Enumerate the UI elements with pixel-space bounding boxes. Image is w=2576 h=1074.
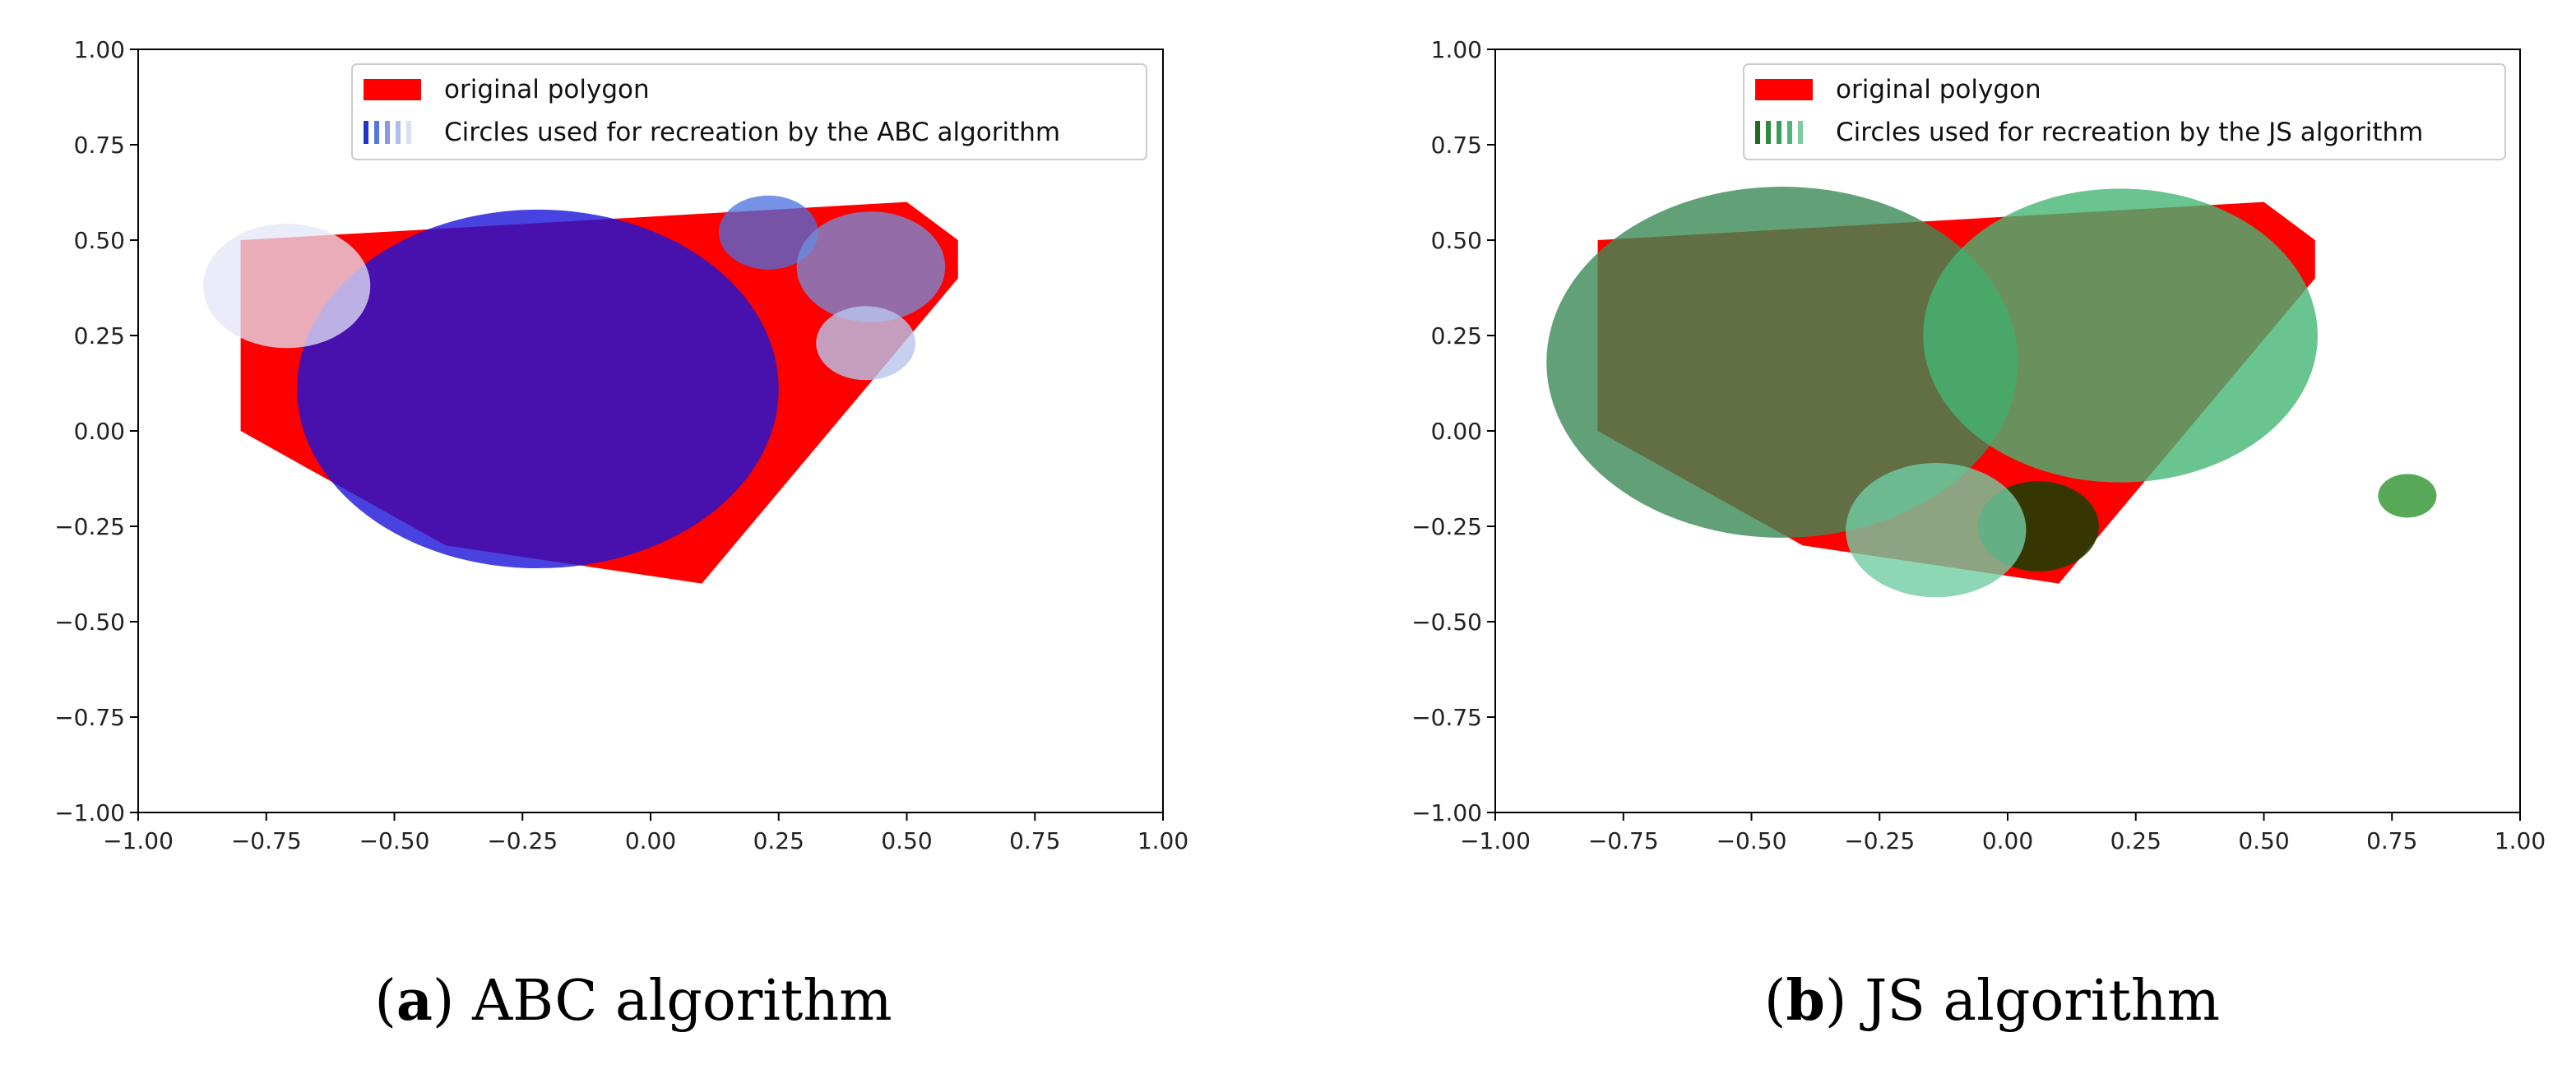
y-tick-label: 0.25 [74, 322, 125, 350]
legend: original polygon Circles used for recreat… [351, 63, 1147, 160]
x-tick-label: −0.50 [359, 827, 430, 854]
y-tick-label: 0.75 [1431, 132, 1482, 159]
panel-abc: −1.00 −0.75 −0.50 −0.25 0.00 0.25 0.50 0.75 1.00… [54, 36, 1188, 1034]
y-tick-label: −1.00 [1411, 799, 1482, 826]
caption-text: JS algorithm [1860, 969, 2220, 1034]
y-tick-label: 0.50 [1431, 227, 1482, 254]
x-tick-label: 0.75 [2366, 827, 2417, 854]
y-tick-label: −0.25 [1411, 513, 1482, 540]
y-tick-label: −0.50 [54, 609, 125, 636]
recreation-circle-2 [718, 195, 818, 270]
legend-box [1743, 63, 2506, 160]
x-tick-label: 1.00 [1137, 827, 1188, 854]
caption-letter: a [396, 968, 433, 1034]
legend-handle-stripe [374, 121, 379, 144]
legend-handle-stripe [1777, 121, 1781, 144]
x-tick-label: 0.50 [881, 827, 932, 854]
panel-caption: (b) JS algorithm [1764, 968, 2220, 1034]
caption-paren-open: ( [374, 969, 396, 1034]
legend-box [351, 63, 1147, 160]
y-tick-label: 0.00 [74, 418, 125, 445]
legend-patch-polygon [1755, 79, 1813, 100]
x-tick-label: −0.25 [1844, 827, 1915, 854]
recreation-circle-4 [816, 306, 916, 381]
panel-js: −1.00 −0.75 −0.50 −0.25 0.00 0.25 0.50 0.75 1.00… [1411, 36, 2546, 1034]
x-tick-label: 0.75 [1009, 827, 1060, 854]
caption-paren-close: ) [1825, 969, 1865, 1034]
caption-letter: b [1786, 968, 1825, 1034]
legend-handle-stripe [1755, 121, 1760, 144]
legend-label: Circles used for recreation by the ABC a… [444, 118, 1060, 147]
legend: original polygon Circles used for recreat… [1743, 63, 2506, 160]
recreation-circle-1 [1546, 187, 2018, 538]
y-tick-label: −1.00 [54, 799, 125, 826]
y-tick-label: 0.50 [74, 227, 125, 254]
caption-text: ABC algorithm [471, 969, 892, 1034]
recreation-circle-5 [203, 224, 371, 349]
legend-label: Circles used for recreation by the JS al… [1836, 118, 2423, 147]
legend-handle-stripe [406, 121, 411, 144]
caption-paren-open: ( [1764, 969, 1786, 1034]
y-tick-label: −0.25 [54, 513, 125, 540]
x-tick-label: −1.00 [103, 827, 174, 854]
legend-handle-stripe [1766, 121, 1771, 144]
recreation-circle-5 [2378, 474, 2437, 518]
y-tick-label: −0.75 [54, 704, 125, 731]
panel-caption: (a) ABC algorithm [374, 968, 892, 1034]
x-tick-label: −0.75 [231, 827, 302, 854]
x-tick-label: 0.25 [753, 827, 804, 854]
recreation-circle-2 [1923, 188, 2318, 483]
legend-handle-stripe [364, 121, 368, 144]
x-tick-label: −0.25 [487, 827, 558, 854]
y-tick-label: 0.75 [74, 132, 125, 159]
recreation-circle-4 [1846, 462, 2027, 598]
recreation-circle-1 [297, 209, 779, 569]
x-tick-label: 0.00 [625, 827, 676, 854]
y-tick-label: 1.00 [74, 36, 125, 63]
legend-label: original polygon [444, 75, 650, 104]
legend-handle-stripe [1798, 121, 1803, 144]
y-tick-label: −0.50 [1411, 609, 1482, 636]
plot-area [203, 195, 958, 584]
caption-paren-close: ) [433, 969, 472, 1034]
x-tick-label: −1.00 [1460, 827, 1531, 854]
x-tick-label: 1.00 [2495, 827, 2546, 854]
x-tick-label: 0.25 [2110, 827, 2161, 854]
legend-handle-stripe [396, 121, 401, 144]
x-tick-label: 0.00 [1982, 827, 2033, 854]
x-tick-label: −0.50 [1717, 827, 1787, 854]
legend-handle-stripe [1787, 121, 1792, 144]
plot-area [1546, 187, 2437, 598]
y-tick-label: 1.00 [1431, 36, 1482, 63]
recreation-circle-3 [796, 211, 946, 322]
y-tick-label: 0.00 [1431, 418, 1482, 445]
y-tick-label: 0.25 [1431, 322, 1482, 350]
legend-handle-stripe [385, 121, 390, 144]
legend-patch-polygon [364, 79, 421, 100]
y-tick-label: −0.75 [1411, 704, 1482, 731]
x-tick-label: −0.75 [1588, 827, 1659, 854]
legend-label: original polygon [1836, 75, 2041, 104]
x-tick-label: 0.50 [2238, 827, 2289, 854]
